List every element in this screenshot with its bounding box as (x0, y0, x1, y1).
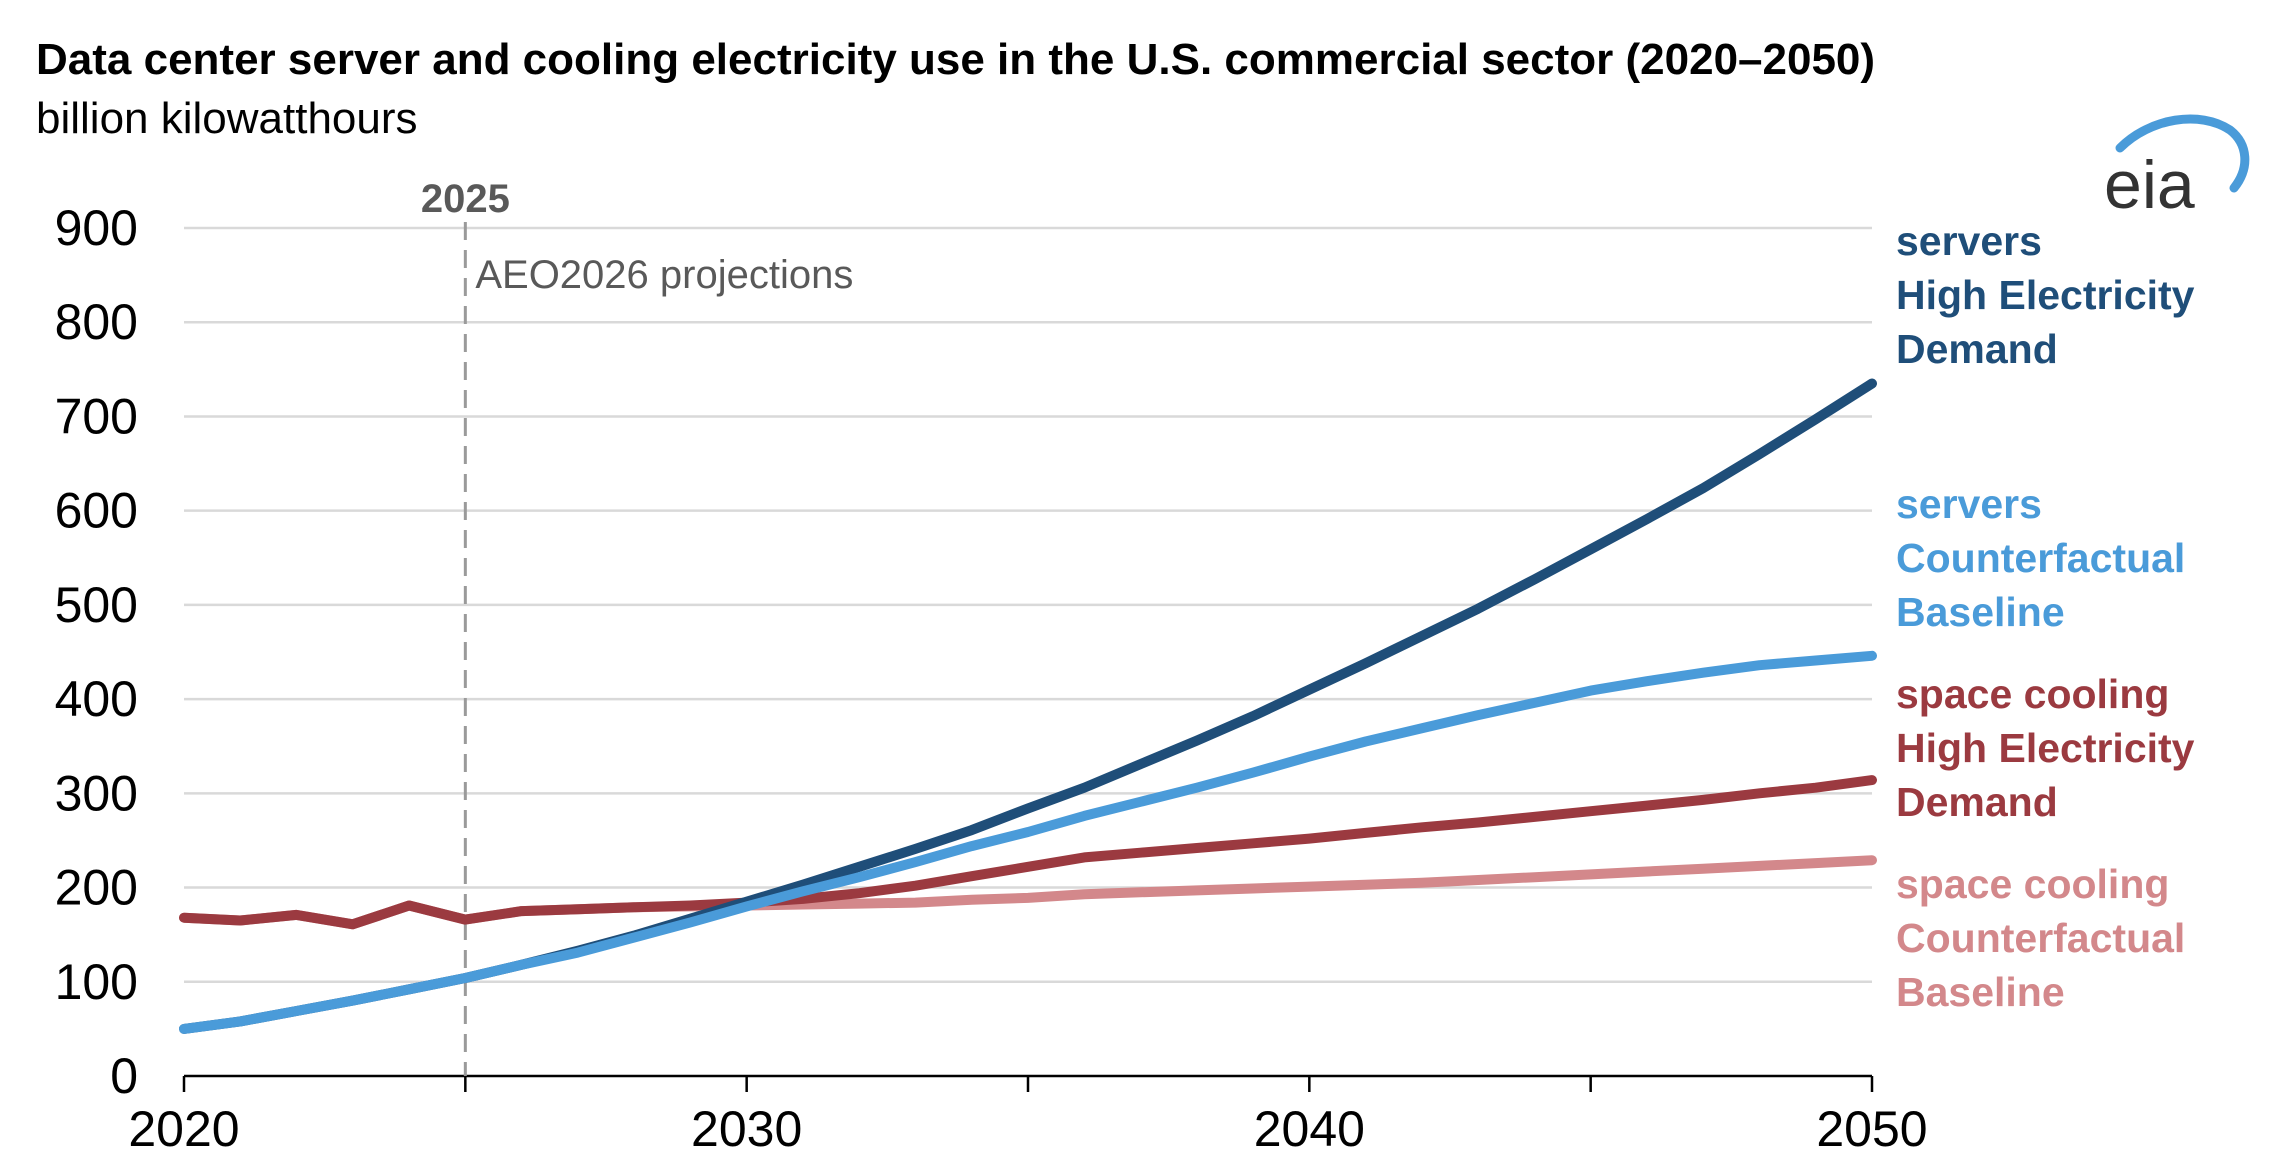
y-tick-label: 0 (110, 1048, 138, 1104)
series-line-1 (179, 650, 1877, 1034)
series-label-3: space cooling Counterfactual Baseline (1896, 861, 2185, 1015)
series-lines (179, 378, 1877, 1034)
y-tick-label: 900 (55, 200, 138, 256)
projection-label: AEO2026 projections (475, 253, 853, 297)
projection-year-label: 2025 (421, 177, 510, 221)
y-tick-label: 800 (55, 294, 138, 350)
y-tick-label: 100 (55, 954, 138, 1010)
x-tick-label: 2020 (128, 1101, 239, 1157)
eia-logo-arc-icon (2115, 114, 2250, 193)
series-line-2 (179, 775, 1877, 930)
y-tick-label: 200 (55, 860, 138, 916)
x-tick-label: 2030 (691, 1101, 802, 1157)
y-tick-label: 400 (55, 671, 138, 727)
series-labels: servers High Electricity Demand servers Coun… (1896, 218, 2195, 1015)
y-tick-label: 300 (55, 765, 138, 821)
series-label-2: space cooling High Electricity Demand (1896, 671, 2195, 825)
x-tick-label: 2040 (1254, 1101, 1365, 1157)
chart-title: Data center server and cooling electrici… (36, 35, 1875, 84)
chart-subtitle: billion kilowatthours (36, 94, 418, 143)
y-tick-label: 600 (55, 483, 138, 539)
y-axis-tick-labels: 0 100 200 300 400 500 600 700 800 900 (55, 200, 138, 1104)
eia-logo: eia (2104, 114, 2250, 223)
series-line-0 (179, 378, 1877, 1034)
x-tick-label: 2050 (1816, 1101, 1927, 1157)
y-tick-label: 500 (55, 577, 138, 633)
y-tick-label: 700 (55, 388, 138, 444)
projection-annotation: 2025 AEO2026 projections (421, 177, 853, 1076)
series-label-1: servers Counterfactual Baseline (1896, 481, 2185, 635)
x-axis: 2020 2030 2040 2050 (128, 1074, 1928, 1157)
series-label-0: servers High Electricity Demand (1896, 218, 2195, 372)
eia-logo-text: eia (2104, 147, 2195, 223)
